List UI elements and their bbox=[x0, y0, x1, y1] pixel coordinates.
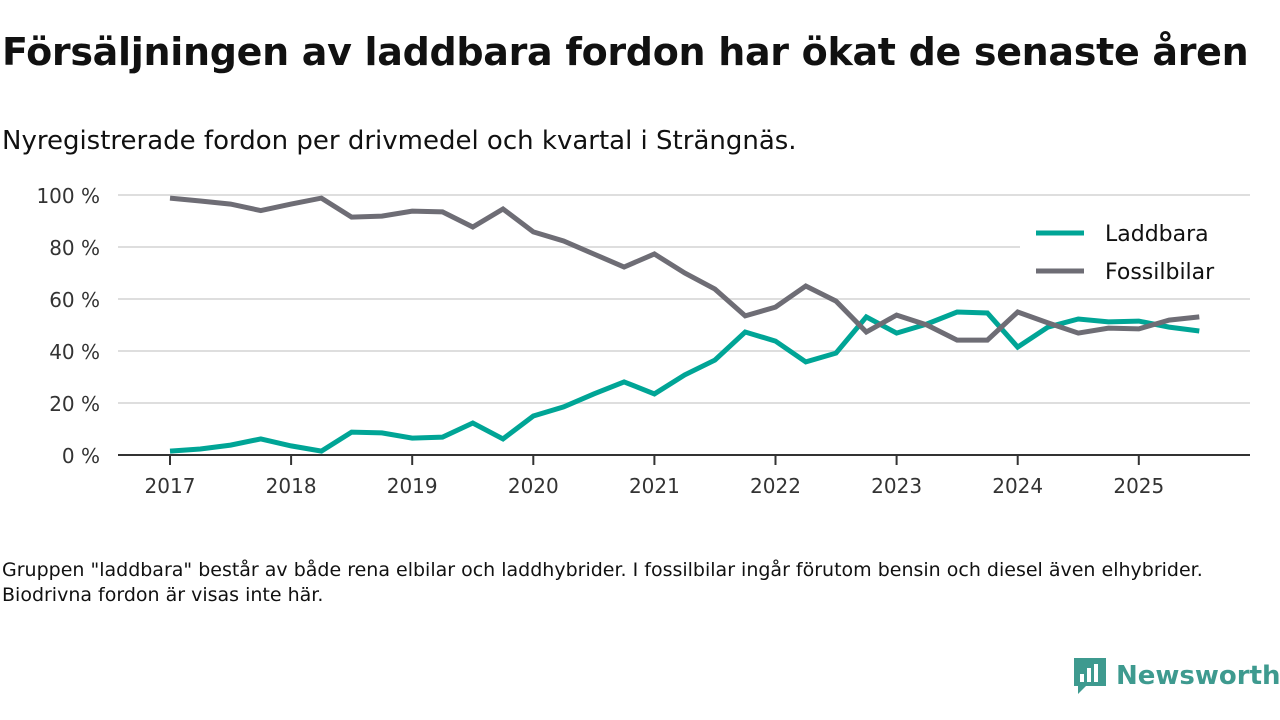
footnote: Gruppen "laddbara" består av både rena e… bbox=[2, 559, 1203, 606]
y-tick-label: 20 % bbox=[49, 392, 100, 416]
series-line-laddbara bbox=[169, 309, 1200, 454]
x-tick-label: 2022 bbox=[750, 474, 801, 498]
x-tick-label: 2017 bbox=[145, 474, 196, 498]
line-chart: 0 % 20 % 40 % 60 % 80 % 100 % 2017 2018 2019 202… bbox=[36, 184, 1252, 498]
y-tick-label: 60 % bbox=[49, 288, 100, 312]
newsworthy-logo: Newsworthy bbox=[1072, 656, 1280, 696]
x-tick-label: 2019 bbox=[387, 474, 438, 498]
x-tick-label: 2023 bbox=[871, 474, 922, 498]
legend-label: Laddbara bbox=[1105, 222, 1209, 247]
x-tick-label: 2025 bbox=[1113, 474, 1164, 498]
x-tick-label: 2018 bbox=[266, 474, 317, 498]
y-tick-label: 80 % bbox=[49, 236, 100, 260]
legend-label: Fossilbilar bbox=[1105, 260, 1215, 285]
chart-subtitle: Nyregistrerade fordon per drivmedel och … bbox=[2, 126, 797, 156]
y-tick-label: 0 % bbox=[62, 444, 100, 468]
legend-background bbox=[1020, 210, 1252, 294]
y-tick-label: 100 % bbox=[36, 184, 100, 208]
x-tick-label: 2024 bbox=[992, 474, 1043, 498]
logo-text: Newsworthy bbox=[1116, 661, 1280, 691]
x-tick-label: 2020 bbox=[508, 474, 559, 498]
newsworthy-logo-icon bbox=[1074, 658, 1106, 694]
chart-title: Försäljningen av laddbara fordon har öka… bbox=[2, 30, 1249, 74]
x-tick-label: 2021 bbox=[629, 474, 680, 498]
y-tick-label: 40 % bbox=[49, 340, 100, 364]
